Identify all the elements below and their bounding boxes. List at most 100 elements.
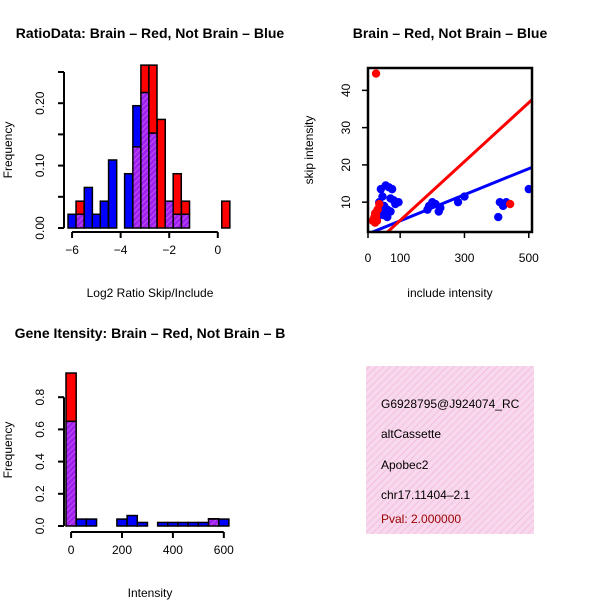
histogram-bar (140, 64, 150, 94)
histogram-bar (123, 172, 134, 229)
histogram-bar (167, 521, 179, 527)
histogram-bar (126, 514, 139, 527)
y-tick-label: 0.6 (33, 421, 47, 438)
ratio-histogram-bars (67, 64, 231, 229)
histogram-overlap-bar (148, 132, 158, 229)
ratio-histogram-panel: RatioData: Brain – Red, Not Brain – Blue… (1, 25, 284, 300)
histogram-bar (177, 521, 189, 527)
scatter-point (460, 192, 469, 201)
ratio-histogram-axes: −6 −4 −2 0 0.00 0.10 0.20 (33, 71, 221, 257)
intensity-scatter-title: Brain – Red, Not Brain – Blue (353, 25, 548, 41)
intensity-scatter-axes: 0 100 300 500 10 20 30 40 (339, 66, 539, 265)
info-pval: Pval: 2.000000 (381, 512, 461, 526)
scatter-point (505, 199, 515, 209)
ratio-histogram-xlabel: Log2 Ratio Skip/Include (87, 286, 214, 300)
scatter-point (434, 207, 443, 216)
x-tick-label: 0 (214, 243, 221, 257)
x-tick-label: 600 (214, 543, 234, 557)
y-tick-label: 0.20 (33, 91, 47, 115)
y-tick-label: 10 (339, 195, 353, 209)
scatter-series-group (368, 69, 532, 232)
intensity-scatter-xlabel: include intensity (407, 286, 492, 300)
histogram-bar (132, 104, 142, 148)
y-tick-label: 0.10 (33, 154, 47, 178)
info-probe-id: G6928795@J924074_RC (381, 397, 520, 411)
info-location: chr17.11404–2.1 (381, 488, 471, 502)
histogram-bar (91, 213, 102, 229)
intensity-scatter-panel: Brain – Red, Not Brain – Blue include in… (302, 25, 547, 300)
gene-intensity-ylabel: Frequency (1, 422, 15, 479)
histogram-bar (67, 213, 77, 229)
x-tick-label: −2 (162, 243, 176, 257)
x-tick-label: 200 (112, 543, 132, 557)
ratio-histogram-title: RatioData: Brain – Red, Not Brain – Blue (16, 25, 285, 41)
gene-intensity-title: Gene Itensity: Brain – Red, Not Brain – … (15, 325, 286, 341)
scatter-plot-frame (366, 66, 534, 234)
y-tick-label: 0.00 (33, 216, 47, 240)
histogram-bar (116, 518, 128, 527)
gene-intensity-axes: 0 200 400 600 0.0 0.2 0.4 0.6 0.8 (33, 389, 234, 557)
x-tick-label: 100 (390, 251, 410, 265)
histogram-bar (99, 200, 110, 229)
histogram-overlap-bar (132, 146, 142, 229)
y-tick-label: 20 (339, 158, 353, 172)
intensity-scatter-plot (368, 69, 532, 232)
scatter-point (494, 212, 503, 222)
x-tick-label: 0 (365, 251, 372, 265)
histogram-overlap-bar (164, 200, 175, 229)
x-tick-label: 500 (519, 251, 539, 265)
ratio-histogram-ylabel: Frequency (1, 122, 15, 179)
histogram-bar (107, 159, 118, 229)
scatter-point (375, 199, 384, 209)
scatter-point (386, 207, 395, 216)
scatter-point (394, 197, 403, 207)
histogram-bar (180, 200, 191, 216)
histogram-bar (221, 200, 231, 229)
regression-line-not-brain (368, 165, 532, 232)
histogram-bar (156, 521, 169, 527)
histogram-overlap-bar (75, 213, 85, 229)
x-tick-label: −6 (65, 243, 79, 257)
histogram-overlap-bar (172, 213, 183, 229)
gene-intensity-bars (65, 372, 230, 527)
x-tick-label: 400 (163, 543, 183, 557)
scatter-point (368, 216, 378, 226)
histogram-bar (75, 200, 85, 216)
intensity-scatter-ylabel: skip intensity (302, 116, 316, 185)
histogram-bar (187, 521, 200, 527)
info-gene-name: Apobec2 (381, 458, 429, 472)
y-tick-label: 0.4 (33, 453, 47, 470)
info-background (366, 366, 534, 534)
histogram-overlap-bar (207, 518, 220, 527)
histogram-bar (65, 372, 77, 423)
y-tick-label: 0.0 (33, 517, 47, 534)
gene-intensity-panel: Gene Itensity: Brain – Red, Not Brain – … (1, 325, 285, 600)
scatter-point (371, 69, 381, 78)
histogram-bar (197, 521, 210, 527)
y-tick-label: 0.8 (33, 389, 47, 406)
scatter-point (387, 184, 397, 194)
histogram-bar (85, 518, 98, 527)
histogram-bar (217, 518, 230, 527)
x-tick-label: 300 (454, 251, 474, 265)
histogram-overlap-bar (180, 213, 191, 229)
histogram-overlap-bar (140, 91, 150, 229)
histogram-overlap-bar (65, 420, 77, 527)
x-tick-label: −4 (114, 243, 128, 257)
y-tick-label: 0.2 (33, 485, 47, 502)
scatter-point (453, 197, 463, 207)
histogram-bar (156, 118, 166, 229)
y-tick-label: 30 (339, 121, 353, 135)
gene-intensity-xlabel: Intensity (128, 586, 173, 600)
scatter-point (423, 205, 432, 214)
y-tick-label: 40 (339, 83, 353, 97)
info-panel: G6928795@J924074_RC altCassette Apobec2 … (366, 366, 534, 534)
histogram-bar (83, 186, 94, 229)
info-event-type: altCassette (381, 427, 441, 441)
regression-line-brain (385, 98, 532, 232)
histogram-bar (148, 64, 158, 134)
scatter-point (524, 184, 532, 194)
histogram-bar (75, 518, 88, 527)
histogram-bar (172, 172, 183, 216)
